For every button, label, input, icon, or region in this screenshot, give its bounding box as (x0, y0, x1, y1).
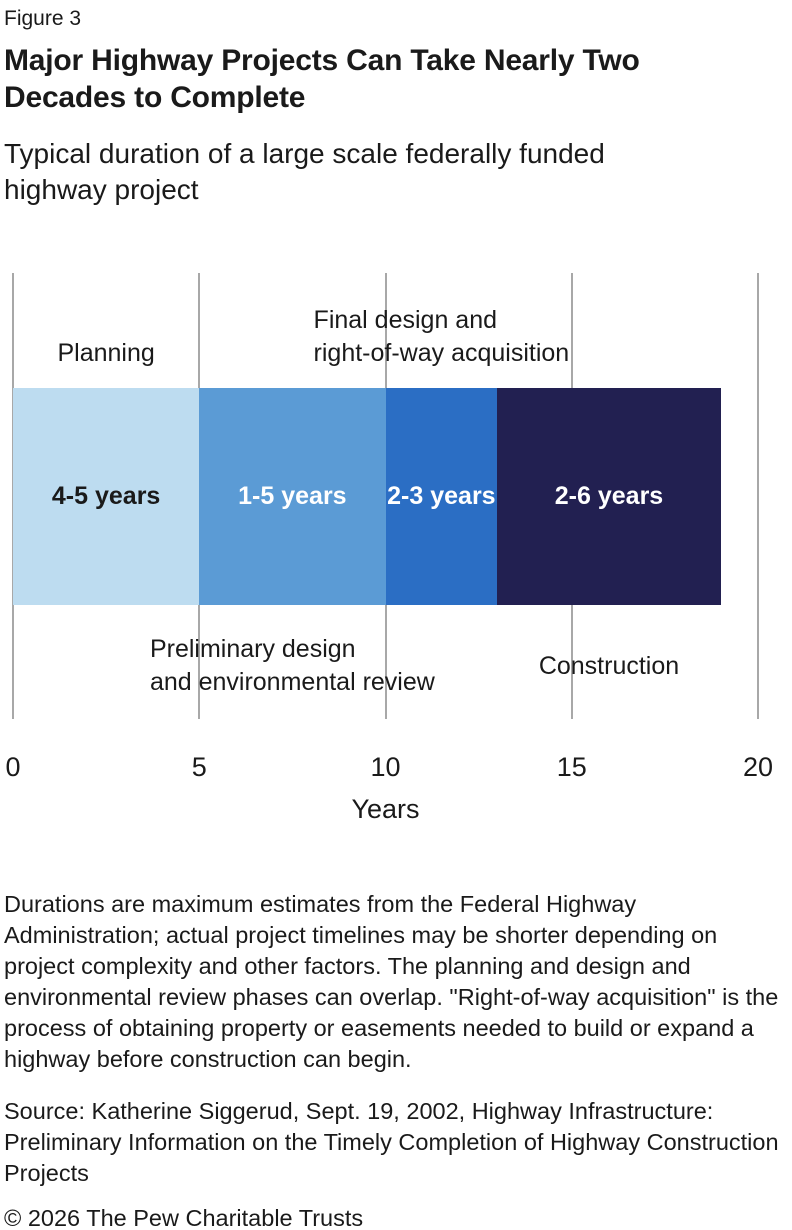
phase-label: Final design and right-of-way acquisitio… (314, 293, 570, 370)
figure-label: Figure 3 (4, 7, 82, 30)
chart-subtitle: Typical duration of a large scale federa… (4, 138, 605, 205)
phase-label-text: Final design and right-of-way acquisitio… (313, 306, 570, 367)
phase-label: Planning (13, 293, 199, 370)
copyright-text: © 2026 The Pew Charitable Trusts (4, 1205, 364, 1230)
chart-title: Major Highway Projects Can Take Nearly T… (4, 44, 640, 114)
source-text: Source: Katherine Siggerud, Sept. 19, 20… (4, 1098, 779, 1186)
bar-segment: 1-5 years (199, 388, 386, 605)
x-tick-label: 15 (556, 752, 587, 782)
x-axis-title: Years (351, 794, 420, 824)
x-tick-label: 20 (742, 752, 774, 782)
x-tick-label: 10 (370, 752, 401, 782)
phase-label: Construction (497, 633, 721, 699)
bar-segment: 4-5 years (13, 388, 200, 605)
x-tick-label: 0 (5, 752, 21, 782)
gridline (757, 273, 759, 719)
phase-label-text: Preliminary design and environmental rev… (149, 635, 435, 696)
timeline-chart: 0 5 10 15 20 4-5 years Planning 1-5 years Prelim… (4, 273, 792, 833)
x-tick-label: 5 (191, 752, 207, 782)
duration-label: 1-5 years (238, 482, 347, 510)
duration-label: 2-3 years (387, 482, 496, 510)
notes-text: Durations are maximum estimates from the… (4, 891, 779, 1072)
duration-label: 4-5 years (51, 482, 161, 510)
phase-label-text: Construction (538, 651, 680, 680)
phase-label: Preliminary design and environmental rev… (150, 633, 435, 699)
bar-segment: 2-6 years (497, 388, 721, 605)
bar-segment: 2-3 years (385, 388, 498, 605)
phase-label-text: Planning (57, 339, 155, 367)
duration-label: 2-6 years (554, 482, 664, 510)
